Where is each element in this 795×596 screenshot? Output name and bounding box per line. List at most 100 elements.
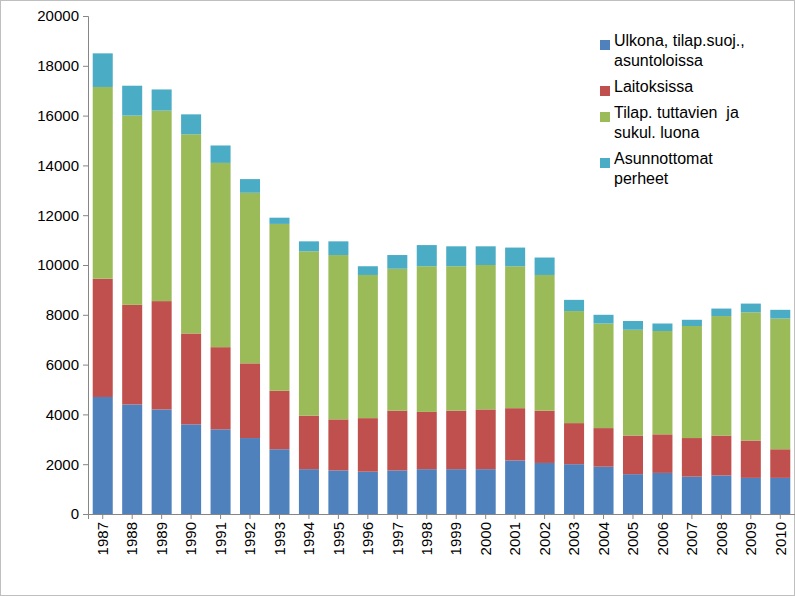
chart-frame xyxy=(1,1,795,596)
x-tick-label: 1991 xyxy=(212,522,229,555)
x-tick-mark xyxy=(279,514,280,519)
y-tick: 14000 xyxy=(37,157,88,174)
bar xyxy=(682,320,702,326)
bar xyxy=(770,478,790,514)
bar xyxy=(652,324,672,331)
x-tick-mark xyxy=(132,514,133,519)
bar-series xyxy=(93,87,791,449)
y-tick-mark xyxy=(83,414,88,415)
bar xyxy=(122,86,142,116)
x-tick-label: 1997 xyxy=(389,522,406,555)
bar xyxy=(181,333,201,424)
bar xyxy=(711,475,731,514)
bar xyxy=(741,304,761,313)
y-tick-mark xyxy=(83,315,88,316)
x-tick: 2001 xyxy=(506,514,523,555)
bar xyxy=(535,411,555,463)
x-tick-mark xyxy=(544,514,545,519)
x-tick-label: 2000 xyxy=(477,522,494,555)
x-tick-mark xyxy=(161,514,162,519)
bar xyxy=(476,265,496,409)
x-tick-mark xyxy=(102,514,103,519)
bar xyxy=(741,441,761,478)
y-tick: 2000 xyxy=(46,456,88,473)
bar xyxy=(505,460,525,514)
x-tick-mark xyxy=(367,514,368,519)
x-tick: 2000 xyxy=(477,514,494,555)
bar xyxy=(564,464,584,514)
bar xyxy=(152,301,172,409)
bar xyxy=(741,312,761,440)
legend: Ulkona, tilap.suoj., asuntoloissa Laitoksi… xyxy=(600,32,745,187)
legend-label-line: sukul. luona xyxy=(614,124,699,141)
bar xyxy=(328,419,348,470)
bar xyxy=(122,116,142,305)
bar xyxy=(181,114,201,134)
chart: 0200040006000800010000120001400016000180… xyxy=(0,0,795,596)
bar xyxy=(594,467,614,514)
x-tick-mark xyxy=(515,514,516,519)
bar xyxy=(122,305,142,405)
legend-label-line: perheet xyxy=(614,170,669,187)
bar xyxy=(152,89,172,110)
bar xyxy=(122,404,142,514)
bar xyxy=(623,330,643,436)
legend-label: Asunnottomat perheet xyxy=(614,150,713,187)
bar xyxy=(299,416,319,470)
y-tick: 4000 xyxy=(46,406,88,423)
bar xyxy=(652,331,672,434)
bar xyxy=(299,251,319,415)
y-tick-mark xyxy=(83,16,88,17)
bar xyxy=(358,418,378,472)
x-tick-label: 1993 xyxy=(271,522,288,555)
y-tick-mark xyxy=(83,265,88,266)
x-tick: 2006 xyxy=(654,514,671,555)
x-tick: 2008 xyxy=(713,514,730,555)
y-tick-label: 10000 xyxy=(37,256,79,273)
bar xyxy=(152,409,172,514)
y-tick: 6000 xyxy=(46,356,88,373)
bar xyxy=(682,326,702,438)
x-tick: 2007 xyxy=(683,514,700,555)
bar xyxy=(505,408,525,460)
y-tick: 0 xyxy=(71,505,88,522)
bar xyxy=(594,428,614,467)
bar xyxy=(299,469,319,514)
bar xyxy=(387,411,407,471)
bar xyxy=(623,321,643,330)
y-tick-mark xyxy=(83,165,88,166)
x-tick-mark xyxy=(250,514,251,519)
bar xyxy=(417,266,437,412)
bar xyxy=(446,246,466,266)
legend-label-line: Ulkona, tilap.suoj., xyxy=(614,32,745,49)
legend-label-line: asuntoloissa xyxy=(614,52,703,69)
x-tick-label: 1987 xyxy=(94,522,111,555)
x-tick-mark xyxy=(574,514,575,519)
bar xyxy=(269,391,289,450)
bar-series xyxy=(93,53,791,331)
x-axis: 1987198819891990199119921993199419951996… xyxy=(89,514,795,555)
legend-swatch xyxy=(600,40,610,50)
bar xyxy=(417,412,437,469)
bar xyxy=(535,275,555,411)
x-tick: 2003 xyxy=(565,514,582,555)
legend-swatch xyxy=(600,86,610,96)
bar xyxy=(328,241,348,255)
bar xyxy=(240,179,260,193)
bar xyxy=(387,269,407,411)
legend-label-line: Asunnottomat xyxy=(614,150,713,167)
bar xyxy=(93,397,113,514)
bar xyxy=(535,463,555,514)
x-tick: 2010 xyxy=(772,514,789,555)
bar xyxy=(417,245,437,266)
legend-label-line: Laitoksissa xyxy=(614,78,693,95)
legend-label-line: Tilap. tuttavien ja xyxy=(614,104,739,121)
x-tick-mark xyxy=(721,514,722,519)
y-tick-label: 14000 xyxy=(37,157,79,174)
bar xyxy=(741,478,761,514)
x-tick-label: 1999 xyxy=(447,522,464,555)
x-axis-line xyxy=(89,515,795,520)
bar xyxy=(446,411,466,470)
bar xyxy=(269,218,289,224)
x-tick: 2009 xyxy=(742,514,759,555)
